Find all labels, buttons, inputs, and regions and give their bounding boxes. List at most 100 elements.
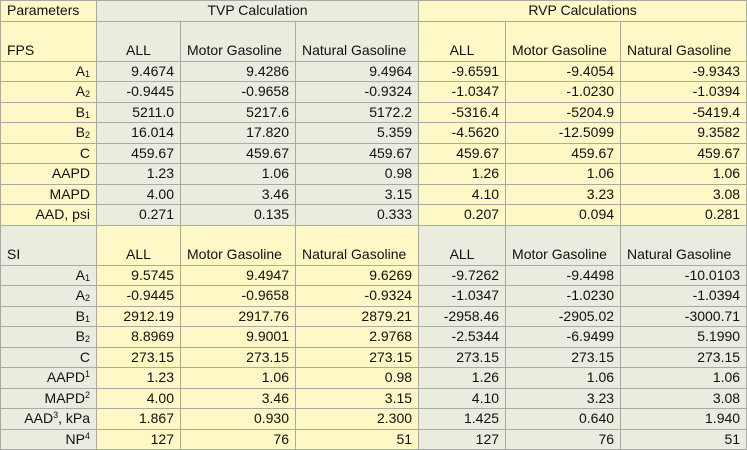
unit-system-label: FPS — [0, 20, 97, 62]
value-cell: 127 — [96, 428, 181, 450]
value-cell: 0.333 — [294, 204, 420, 226]
value-cell: 9.6269 — [294, 264, 420, 286]
parameter-subscript: 2 — [84, 130, 90, 141]
value-cell: 9.3582 — [620, 122, 747, 144]
section-header-row: FPS ALL Motor Gasoline Natural Gasoline ALL M… — [0, 20, 747, 62]
value-cell: 5172.2 — [294, 101, 420, 123]
column-header: Natural Gasoline — [294, 224, 420, 266]
parameter-name: C — [79, 144, 90, 161]
value-cell: 5217.6 — [180, 101, 296, 123]
value-cell: 1.23 — [96, 367, 181, 389]
value-cell: 1.06 — [180, 367, 296, 389]
parameter-unit: , kPa — [58, 410, 90, 427]
value-cell: -1.0394 — [620, 285, 747, 307]
parameter-subscript: 1 — [84, 68, 90, 79]
value-cell: 273.15 — [418, 346, 507, 368]
column-header: Motor Gasoline — [505, 20, 622, 62]
value-cell: 0.281 — [620, 204, 747, 226]
parameter-name: B — [75, 307, 85, 324]
value-cell: 2912.19 — [96, 305, 181, 327]
parameter-name: C — [79, 348, 90, 365]
value-cell: -4.5620 — [418, 122, 507, 144]
table-row: AAPD 1.23 1.06 0.98 1.26 1.06 1.06 — [0, 163, 747, 185]
table-row: NP4 127 76 51 127 76 51 — [0, 428, 747, 450]
value-cell: 51 — [620, 428, 747, 450]
value-cell: 51 — [294, 428, 420, 450]
value-cell: 1.23 — [96, 163, 181, 185]
value-cell: -2958.46 — [418, 305, 507, 327]
value-cell: 2.300 — [294, 408, 420, 430]
value-cell: -1.0347 — [418, 81, 507, 103]
parameter-label: AAPD — [0, 163, 97, 185]
value-cell: 4.00 — [96, 183, 181, 205]
value-cell: 459.67 — [294, 142, 420, 164]
value-cell: 5211.0 — [96, 101, 181, 123]
value-cell: -6.9499 — [505, 326, 622, 348]
value-cell: 459.67 — [180, 142, 296, 164]
value-cell: 0.207 — [418, 204, 507, 226]
value-cell: 459.67 — [418, 142, 507, 164]
value-cell: -0.9324 — [294, 81, 420, 103]
value-cell: 5.359 — [294, 122, 420, 144]
value-cell: -3000.71 — [620, 305, 747, 327]
value-cell: 16.014 — [96, 122, 181, 144]
table-row: A2 -0.9445 -0.9658 -0.9324 -1.0347 -1.0230 -1.… — [0, 285, 747, 307]
value-cell: 4.10 — [418, 183, 507, 205]
value-cell: 4.10 — [418, 387, 507, 409]
parameter-label: NP4 — [0, 428, 97, 450]
value-cell: 17.820 — [180, 122, 296, 144]
parameter-name: MAPD — [44, 389, 85, 406]
value-cell: 0.094 — [505, 204, 622, 226]
value-cell: 1.425 — [418, 408, 507, 430]
table-row: B1 5211.0 5217.6 5172.2 -5316.4 -5204.9 -5419.… — [0, 101, 747, 123]
section-header-row: SI ALL Motor Gasoline Natural Gasoline ALL Mo… — [0, 224, 747, 266]
value-cell: -5204.9 — [505, 101, 622, 123]
value-cell: 2917.76 — [180, 305, 296, 327]
parameter-label: B2 — [0, 122, 97, 144]
value-cell: 0.271 — [96, 204, 181, 226]
value-cell: 273.15 — [505, 346, 622, 368]
value-cell: -12.5099 — [505, 122, 622, 144]
parameter-name: A — [75, 266, 85, 283]
parameter-label: A1 — [0, 264, 97, 286]
value-cell: 1.26 — [418, 163, 507, 185]
parameter-label: C — [0, 346, 97, 368]
parameter-name: A — [75, 62, 85, 79]
value-cell: 3.08 — [620, 183, 747, 205]
table-row: A2 -0.9445 -0.9658 -0.9324 -1.0347 -1.0230 -1.… — [0, 81, 747, 103]
parameter-name: NP — [65, 430, 85, 447]
parameter-subscript: 1 — [84, 109, 90, 120]
column-header: ALL — [96, 20, 181, 62]
value-cell: 8.8969 — [96, 326, 181, 348]
parameter-label: AAD3, kPa — [0, 408, 97, 430]
value-cell: -9.4054 — [505, 60, 622, 82]
value-cell: 0.98 — [294, 367, 420, 389]
parameter-name: B — [75, 124, 85, 141]
value-cell: 127 — [418, 428, 507, 450]
column-header: Motor Gasoline — [180, 224, 296, 266]
value-cell: 1.06 — [620, 367, 747, 389]
value-cell: 3.46 — [180, 183, 296, 205]
column-header: ALL — [418, 224, 507, 266]
value-cell: 2.9768 — [294, 326, 420, 348]
parameter-label: MAPD — [0, 183, 97, 205]
value-cell: 0.930 — [180, 408, 296, 430]
value-cell: 0.98 — [294, 163, 420, 185]
table-row: AAD, psi 0.271 0.135 0.333 0.207 0.094 0.281 — [0, 204, 747, 226]
table-row: MAPD2 4.00 3.46 3.15 4.10 3.23 3.08 — [0, 387, 747, 409]
parameter-label: B1 — [0, 305, 97, 327]
footnote-marker: 2 — [84, 389, 90, 400]
footnote-marker: 4 — [84, 430, 90, 441]
value-cell: 1.06 — [505, 367, 622, 389]
footnote-marker: 3 — [53, 410, 59, 421]
value-cell: 9.4674 — [96, 60, 181, 82]
parameter-name: AAD — [35, 206, 65, 223]
value-cell: 1.26 — [418, 367, 507, 389]
value-cell: 4.00 — [96, 387, 181, 409]
table-row: B1 2912.19 2917.76 2879.21 -2958.46 -2905.02-… — [0, 305, 747, 327]
value-cell: 1.06 — [180, 163, 296, 185]
parameter-name: AAD — [24, 410, 54, 427]
parameter-subscript: 1 — [84, 272, 90, 283]
parameter-label: C — [0, 142, 97, 164]
parameter-name: AAPD — [51, 165, 90, 182]
